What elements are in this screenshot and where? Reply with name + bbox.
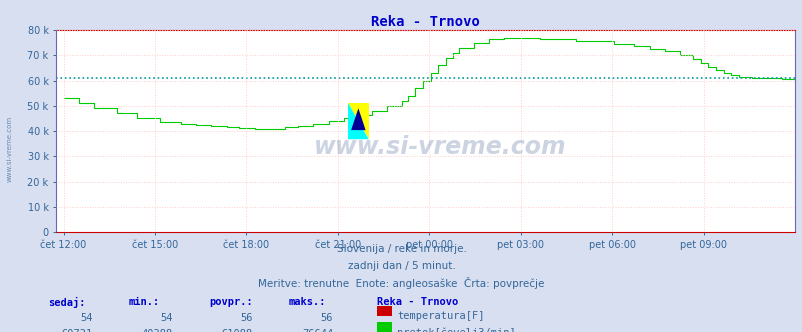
Title: Reka - Trnovo: Reka - Trnovo xyxy=(371,15,480,29)
Text: min.:: min.: xyxy=(128,297,160,307)
Text: 56: 56 xyxy=(240,313,253,323)
Text: temperatura[F]: temperatura[F] xyxy=(397,311,484,321)
Text: zadnji dan / 5 minut.: zadnji dan / 5 minut. xyxy=(347,261,455,271)
Text: Meritve: trenutne  Enote: angleosaške  Črta: povprečje: Meritve: trenutne Enote: angleosaške Črt… xyxy=(258,277,544,289)
Text: 54: 54 xyxy=(160,313,172,323)
Text: www.si-vreme.com: www.si-vreme.com xyxy=(314,135,566,159)
Text: 61088: 61088 xyxy=(221,329,253,332)
Text: maks.:: maks.: xyxy=(289,297,326,307)
Polygon shape xyxy=(347,103,368,139)
Text: Slovenija / reke in morje.: Slovenija / reke in morje. xyxy=(336,244,466,254)
Text: 54: 54 xyxy=(79,313,92,323)
Text: pretok[čevelj3/min]: pretok[čevelj3/min] xyxy=(397,327,516,332)
Polygon shape xyxy=(347,103,368,139)
Text: 56: 56 xyxy=(320,313,333,323)
Text: Reka - Trnovo: Reka - Trnovo xyxy=(377,297,458,307)
Text: www.si-vreme.com: www.si-vreme.com xyxy=(6,116,13,183)
Polygon shape xyxy=(350,108,365,130)
Text: 60731: 60731 xyxy=(61,329,92,332)
Text: 40388: 40388 xyxy=(141,329,172,332)
Text: sedaj:: sedaj: xyxy=(48,297,86,308)
Text: 76644: 76644 xyxy=(302,329,333,332)
Text: povpr.:: povpr.: xyxy=(209,297,252,307)
